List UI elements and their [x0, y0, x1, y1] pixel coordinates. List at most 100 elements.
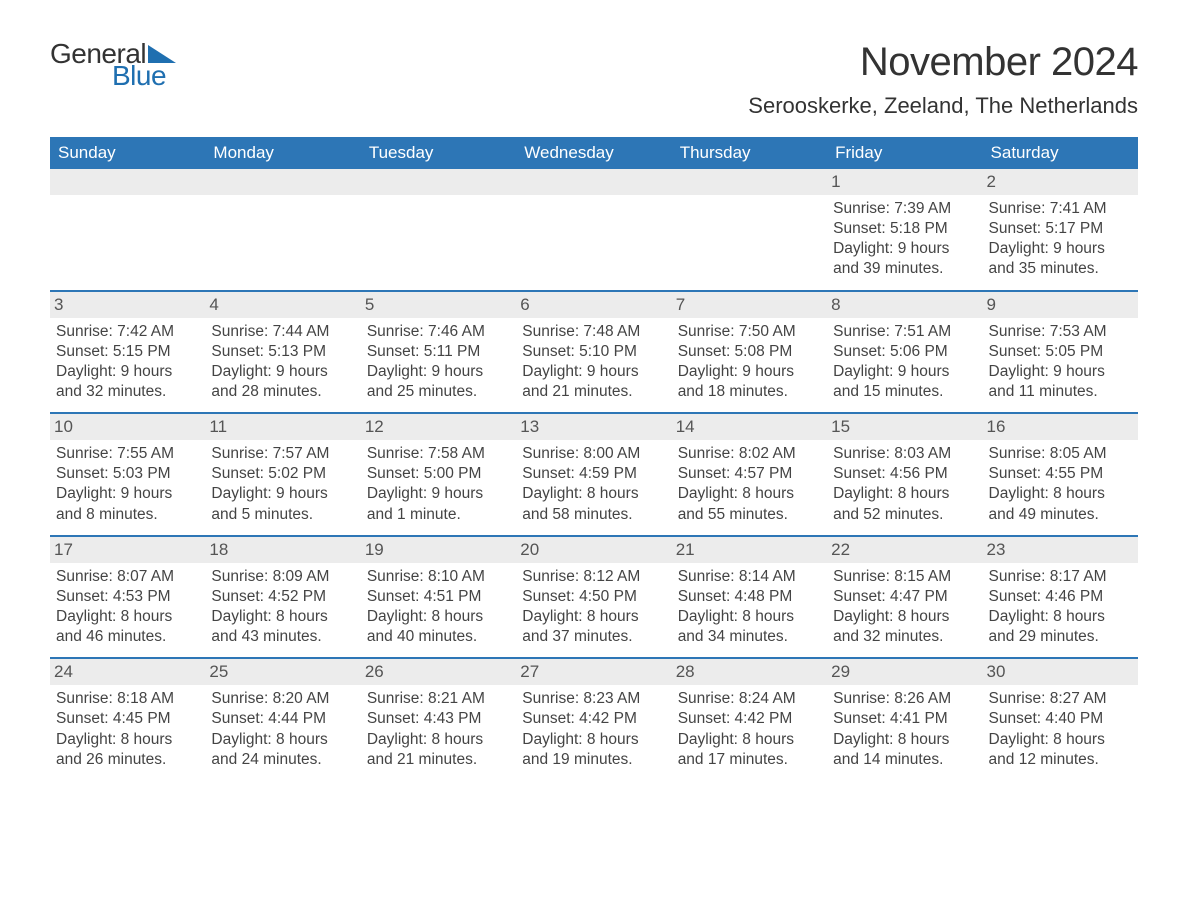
calendar-header-cell: Friday — [827, 137, 982, 169]
day-details: Sunrise: 8:07 AMSunset: 4:53 PMDaylight:… — [56, 567, 199, 648]
day-detail-line: Daylight: 8 hours and 12 minutes. — [989, 730, 1132, 770]
calendar-day-cell: 25Sunrise: 8:20 AMSunset: 4:44 PMDayligh… — [205, 659, 360, 780]
calendar-day-cell — [205, 169, 360, 290]
day-number: 29 — [827, 659, 982, 685]
header-bar: General Blue November 2024 Serooskerke, … — [50, 40, 1138, 119]
calendar-day-cell: 28Sunrise: 8:24 AMSunset: 4:42 PMDayligh… — [672, 659, 827, 780]
calendar-day-cell: 13Sunrise: 8:00 AMSunset: 4:59 PMDayligh… — [516, 414, 671, 535]
day-details: Sunrise: 8:12 AMSunset: 4:50 PMDaylight:… — [522, 567, 665, 648]
day-detail-line: Sunset: 5:05 PM — [989, 342, 1132, 362]
day-details: Sunrise: 8:24 AMSunset: 4:42 PMDaylight:… — [678, 689, 821, 770]
day-detail-line: Daylight: 8 hours and 26 minutes. — [56, 730, 199, 770]
day-details: Sunrise: 8:02 AMSunset: 4:57 PMDaylight:… — [678, 444, 821, 525]
day-detail-line: Sunset: 4:42 PM — [678, 709, 821, 729]
day-detail-line: Sunrise: 8:15 AM — [833, 567, 976, 587]
day-number: 8 — [827, 292, 982, 318]
day-details: Sunrise: 8:23 AMSunset: 4:42 PMDaylight:… — [522, 689, 665, 770]
day-detail-line: Sunset: 4:52 PM — [211, 587, 354, 607]
day-detail-line: Daylight: 8 hours and 52 minutes. — [833, 484, 976, 524]
day-detail-line: Sunset: 5:00 PM — [367, 464, 510, 484]
day-detail-line: Sunrise: 8:27 AM — [989, 689, 1132, 709]
calendar-day-cell: 29 Sunrise: 8:26 AMSunset: 4:41 PMDayligh… — [827, 659, 982, 780]
day-number: 21 — [672, 537, 827, 563]
day-details: Sunrise: 8:21 AMSunset: 4:43 PMDaylight:… — [367, 689, 510, 770]
day-details: Sunrise: 8:26 AMSunset: 4:41 PMDaylight:… — [833, 689, 976, 770]
title-block: November 2024 Serooskerke, Zeeland, The … — [748, 40, 1138, 119]
day-details: Sunrise: 7:53 AMSunset: 5:05 PMDaylight:… — [989, 322, 1132, 403]
day-details: Sunrise: 7:57 AMSunset: 5:02 PMDaylight:… — [211, 444, 354, 525]
day-detail-line: Daylight: 8 hours and 43 minutes. — [211, 607, 354, 647]
logo-word2: Blue — [112, 62, 176, 90]
calendar-day-cell: 20Sunrise: 8:12 AMSunset: 4:50 PMDayligh… — [516, 537, 671, 658]
day-details: Sunrise: 7:58 AMSunset: 5:00 PMDaylight:… — [367, 444, 510, 525]
day-detail-line: Sunset: 4:45 PM — [56, 709, 199, 729]
day-detail-line: Sunset: 5:02 PM — [211, 464, 354, 484]
day-details: Sunrise: 7:48 AMSunset: 5:10 PMDaylight:… — [522, 322, 665, 403]
day-number: 1 — [827, 169, 982, 195]
calendar-day-cell: 5Sunrise: 7:46 AMSunset: 5:11 PMDaylight… — [361, 292, 516, 413]
calendar-day-cell: 19Sunrise: 8:10 AMSunset: 4:51 PMDayligh… — [361, 537, 516, 658]
day-detail-line: Sunset: 4:40 PM — [989, 709, 1132, 729]
day-details: Sunrise: 8:14 AMSunset: 4:48 PMDaylight:… — [678, 567, 821, 648]
day-detail-line: Sunrise: 8:26 AM — [833, 689, 976, 709]
day-number: 5 — [361, 292, 516, 318]
calendar-week-row: 17Sunrise: 8:07 AMSunset: 4:53 PMDayligh… — [50, 535, 1138, 658]
day-detail-line: Sunset: 4:43 PM — [367, 709, 510, 729]
day-detail-line: Sunset: 4:59 PM — [522, 464, 665, 484]
day-number: 14 — [672, 414, 827, 440]
day-number: 26 — [361, 659, 516, 685]
calendar-day-cell: 14 Sunrise: 8:02 AMSunset: 4:57 PMDayligh… — [672, 414, 827, 535]
day-number: 16 — [983, 414, 1138, 440]
day-detail-line: Sunrise: 8:17 AM — [989, 567, 1132, 587]
day-detail-line: Sunset: 5:03 PM — [56, 464, 199, 484]
calendar-day-cell: 27 Sunrise: 8:23 AMSunset: 4:42 PMDayligh… — [516, 659, 671, 780]
calendar-day-cell: 6Sunrise: 7:48 AMSunset: 5:10 PMDaylight… — [516, 292, 671, 413]
calendar-day-cell: 26 Sunrise: 8:21 AMSunset: 4:43 PMDayligh… — [361, 659, 516, 780]
day-detail-line: Sunrise: 8:10 AM — [367, 567, 510, 587]
day-number: 25 — [205, 659, 360, 685]
day-detail-line: Sunrise: 8:24 AM — [678, 689, 821, 709]
day-number: 22 — [827, 537, 982, 563]
day-number — [361, 169, 516, 195]
day-number: 30 — [983, 659, 1138, 685]
day-detail-line: Sunset: 5:11 PM — [367, 342, 510, 362]
day-detail-line: Sunset: 4:53 PM — [56, 587, 199, 607]
calendar-header-row: SundayMondayTuesdayWednesdayThursdayFrid… — [50, 137, 1138, 169]
day-number: 7 — [672, 292, 827, 318]
calendar-day-cell: 2Sunrise: 7:41 AMSunset: 5:17 PMDaylight… — [983, 169, 1138, 290]
day-detail-line: Daylight: 8 hours and 17 minutes. — [678, 730, 821, 770]
day-details: Sunrise: 7:42 AMSunset: 5:15 PMDaylight:… — [56, 322, 199, 403]
day-details: Sunrise: 8:05 AMSunset: 4:55 PMDaylight:… — [989, 444, 1132, 525]
day-detail-line: Sunrise: 7:39 AM — [833, 199, 976, 219]
day-number — [516, 169, 671, 195]
day-detail-line: Sunrise: 7:41 AM — [989, 199, 1132, 219]
calendar-day-cell: 22Sunrise: 8:15 AMSunset: 4:47 PMDayligh… — [827, 537, 982, 658]
calendar-day-cell: 24Sunrise: 8:18 AMSunset: 4:45 PMDayligh… — [50, 659, 205, 780]
calendar-header-cell: Saturday — [983, 137, 1138, 169]
calendar-header-cell: Tuesday — [361, 137, 516, 169]
day-detail-line: Sunset: 4:41 PM — [833, 709, 976, 729]
calendar: SundayMondayTuesdayWednesdayThursdayFrid… — [50, 137, 1138, 780]
day-details: Sunrise: 8:17 AMSunset: 4:46 PMDaylight:… — [989, 567, 1132, 648]
day-detail-line: Sunrise: 8:23 AM — [522, 689, 665, 709]
day-detail-line: Sunrise: 7:55 AM — [56, 444, 199, 464]
day-detail-line: Sunset: 4:47 PM — [833, 587, 976, 607]
calendar-day-cell: 9Sunrise: 7:53 AMSunset: 5:05 PMDaylight… — [983, 292, 1138, 413]
day-number: 15 — [827, 414, 982, 440]
day-number: 12 — [361, 414, 516, 440]
day-detail-line: Sunrise: 8:14 AM — [678, 567, 821, 587]
day-detail-line: Daylight: 9 hours and 32 minutes. — [56, 362, 199, 402]
day-detail-line: Sunrise: 8:09 AM — [211, 567, 354, 587]
calendar-week-row: 3 Sunrise: 7:42 AMSunset: 5:15 PMDaylight… — [50, 290, 1138, 413]
day-number: 3 — [50, 292, 205, 318]
calendar-day-cell: 7Sunrise: 7:50 AMSunset: 5:08 PMDaylight… — [672, 292, 827, 413]
calendar-day-cell — [672, 169, 827, 290]
calendar-day-cell: 8Sunrise: 7:51 AMSunset: 5:06 PMDaylight… — [827, 292, 982, 413]
day-number: 4 — [205, 292, 360, 318]
calendar-week-row: 24Sunrise: 8:18 AMSunset: 4:45 PMDayligh… — [50, 657, 1138, 780]
day-detail-line: Sunset: 5:18 PM — [833, 219, 976, 239]
day-detail-line: Sunset: 4:51 PM — [367, 587, 510, 607]
calendar-day-cell — [50, 169, 205, 290]
day-detail-line: Daylight: 8 hours and 40 minutes. — [367, 607, 510, 647]
day-number: 27 — [516, 659, 671, 685]
